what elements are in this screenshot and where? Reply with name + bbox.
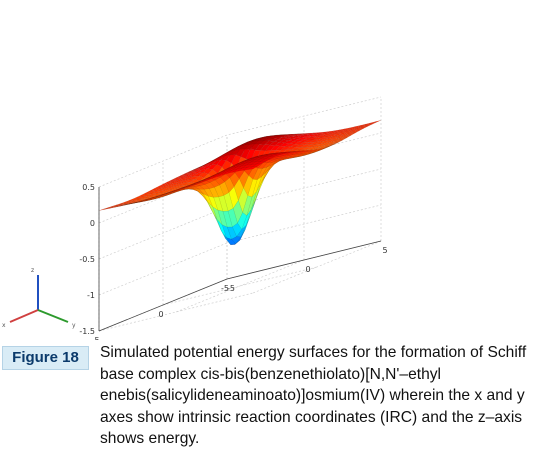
z-tick-label-2: -0.5: [79, 255, 95, 264]
triad-x-axis: [9, 309, 39, 323]
grid-line-x-floor-1: [162, 266, 318, 306]
surface-patch-29-14: [170, 188, 181, 193]
energy-surface: [98, 120, 382, 245]
surface-patch-29-6: [129, 201, 140, 205]
y-axis-line: [226, 240, 382, 280]
tick-labels: 0.50-0.5-1-1.550-5-505: [79, 183, 387, 340]
surface-patch-29-15: [175, 187, 186, 191]
y-tick-label-0: -5: [227, 284, 235, 293]
figure-number-badge: Figure 18: [2, 346, 89, 370]
grid-line-y-floor-1: [175, 259, 305, 313]
z-tick-label-1: 0: [90, 219, 95, 228]
orientation-triad: z x y: [2, 267, 76, 329]
z-tick-label-3: -1: [87, 291, 95, 300]
y-tick-label-1: 0: [305, 265, 310, 274]
x-tick-label-0: 5: [94, 336, 99, 340]
surface-plot: 0.50-0.5-1-1.550-5-505 zxy: [2, 96, 388, 340]
surface-patch-29-16: [181, 185, 191, 190]
z-tick-label-0: 0.5: [82, 183, 95, 192]
figure-caption: Simulated potential energy surfaces for …: [100, 344, 527, 447]
grid-line-y-floor-2: [252, 240, 382, 294]
surface-patch-29-28: [242, 166, 253, 171]
surface-patch-29-1: [104, 207, 114, 210]
x-tick-label-1: 0: [158, 310, 163, 319]
axes: [98, 187, 382, 332]
surface-patch-29-23: [216, 171, 227, 177]
triad-y-label: y: [72, 322, 76, 329]
surface-patch-29-18: [191, 181, 201, 186]
x-axis-line: [98, 278, 228, 332]
surface-patch-29-0: [98, 208, 109, 211]
x-tick-label-2: -5: [221, 284, 229, 293]
triad-z-label: z: [31, 267, 34, 274]
z-tick-label-4: -1.5: [79, 327, 95, 336]
surface-patch-29-21: [206, 175, 217, 181]
surface-patch-29-5: [124, 202, 135, 206]
surface-patch-29-27: [237, 167, 248, 172]
triad-x-label: x: [2, 322, 6, 329]
grid-line-x-floor-2: [98, 292, 254, 332]
surface-patch-29-19: [196, 179, 206, 185]
triad-y-axis: [37, 309, 69, 323]
y-tick-label-2: 5: [382, 246, 387, 255]
